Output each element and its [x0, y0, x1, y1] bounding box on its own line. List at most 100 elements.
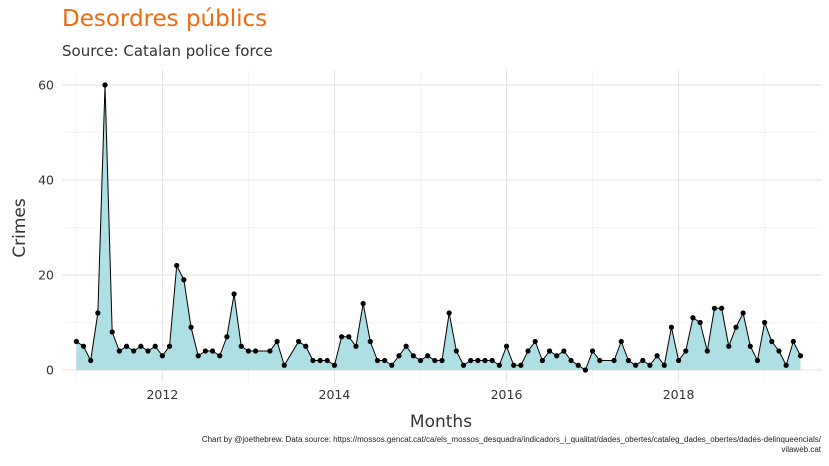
data-point: [303, 343, 309, 349]
data-point: [353, 343, 359, 349]
data-point: [747, 343, 753, 349]
data-point: [116, 348, 122, 354]
data-point: [582, 367, 588, 373]
x-tick-label: 2012: [146, 387, 178, 402]
data-point: [460, 362, 467, 368]
data-point: [618, 338, 624, 345]
chart-title: Desordres públics: [62, 6, 268, 32]
data-point: [360, 300, 366, 307]
data-point: [109, 329, 115, 335]
data-point: [389, 362, 395, 368]
data-point: [539, 357, 545, 364]
data-point: [274, 338, 280, 345]
data-point: [554, 353, 560, 359]
data-point: [568, 357, 574, 364]
data-point: [102, 82, 108, 88]
data-point: [331, 362, 338, 368]
data-point: [676, 357, 682, 364]
data-point: [740, 310, 746, 316]
data-point: [711, 305, 718, 311]
data-point: [367, 338, 373, 345]
data-point: [575, 362, 581, 368]
data-point: [382, 357, 388, 364]
y-axis-title: Crimes: [10, 198, 30, 258]
data-point: [525, 348, 531, 354]
y-tick-label: 0: [46, 363, 54, 378]
data-point: [733, 324, 739, 330]
y-tick-label: 20: [38, 268, 54, 283]
data-point: [518, 362, 524, 368]
data-point: [532, 338, 538, 345]
data-point: [88, 357, 94, 364]
data-point: [238, 343, 244, 349]
data-point: [647, 362, 653, 368]
data-point: [625, 357, 632, 364]
data-point: [209, 348, 216, 354]
data-point: [324, 357, 330, 364]
data-point: [611, 357, 617, 364]
caption-site: vilaweb.cat: [781, 445, 821, 454]
data-point: [468, 357, 474, 364]
data-point: [697, 319, 703, 326]
data-point: [640, 357, 646, 364]
data-point: [166, 343, 173, 349]
data-point: [174, 262, 180, 269]
chart-subtitle: Source: Catalan police force: [62, 42, 273, 60]
data-point: [546, 348, 553, 354]
data-point: [754, 357, 761, 364]
data-point: [683, 348, 689, 354]
data-point: [439, 357, 445, 364]
x-axis-title: Months: [410, 412, 472, 432]
data-point: [453, 348, 459, 354]
data-point: [145, 348, 151, 354]
data-point: [231, 291, 237, 297]
data-point: [762, 319, 768, 326]
data-point: [482, 357, 488, 364]
data-point: [797, 353, 804, 359]
data-point: [776, 348, 782, 354]
data-point: [503, 343, 510, 349]
x-tick-label: 2014: [319, 387, 351, 402]
y-tick-label: 40: [38, 173, 54, 188]
data-point: [632, 362, 639, 368]
data-point: [138, 343, 144, 349]
data-point: [661, 362, 667, 368]
data-point: [511, 362, 517, 368]
data-point: [561, 348, 567, 354]
data-point: [95, 310, 101, 316]
y-tick-label: 60: [38, 78, 54, 93]
data-point: [245, 348, 252, 354]
data-point: [726, 343, 732, 349]
data-point: [181, 277, 187, 283]
data-point: [654, 353, 660, 359]
data-point: [310, 357, 316, 364]
data-point: [432, 357, 438, 364]
data-point: [783, 362, 789, 368]
data-point: [296, 338, 302, 345]
chart-caption: Chart by @joethebrew. Data source: https…: [202, 435, 821, 455]
data-point: [769, 338, 775, 345]
data-point: [202, 348, 208, 354]
data-point: [417, 357, 424, 364]
x-tick-label: 2016: [491, 387, 523, 402]
data-point: [346, 334, 352, 340]
data-point: [252, 348, 259, 354]
x-tick-label: 2018: [663, 387, 695, 402]
tick-layer: 0 20 40 60 2012 2014 2016 2018: [38, 78, 694, 403]
data-point: [489, 357, 495, 364]
data-point: [224, 334, 230, 340]
data-point: [690, 315, 696, 321]
data-point: [589, 348, 596, 354]
data-point: [80, 343, 87, 349]
data-point: [73, 338, 79, 345]
data-point: [496, 362, 502, 368]
data-point: [719, 305, 725, 311]
data-point: [374, 357, 381, 364]
data-point: [790, 338, 796, 345]
data-point: [159, 353, 165, 359]
data-point: [188, 324, 194, 330]
data-point: [281, 362, 287, 368]
data-point: [217, 353, 223, 359]
data-point: [446, 310, 452, 316]
data-point: [668, 324, 675, 330]
